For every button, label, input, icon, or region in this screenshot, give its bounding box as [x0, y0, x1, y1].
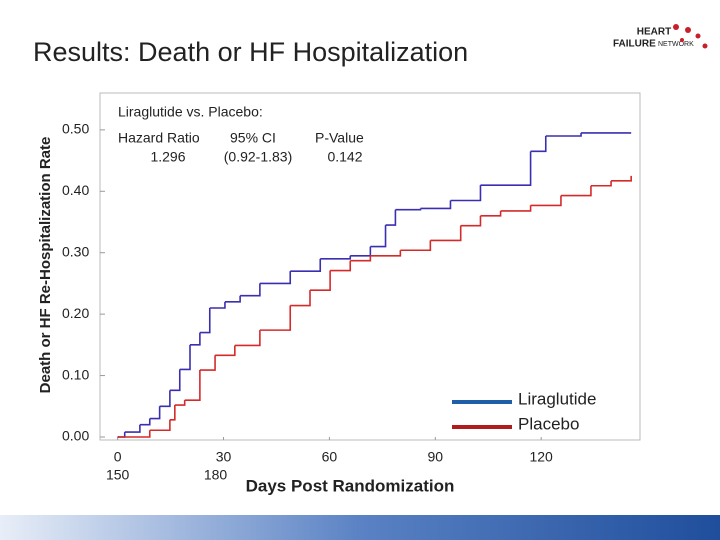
step-segment — [259, 305, 292, 331]
footer-bar — [0, 515, 720, 540]
y-tick-label: 0.20 — [62, 305, 89, 321]
step-segment — [190, 332, 201, 346]
step-segment — [199, 355, 216, 371]
step-segment — [124, 424, 141, 433]
step-segment — [199, 308, 211, 334]
step-segment — [350, 255, 372, 262]
step-segment — [209, 301, 226, 309]
y-axis-title: Death or HF Re-Hospitalization Rate — [37, 137, 54, 394]
legend-label: Placebo — [518, 414, 579, 433]
y-tick-label: 0.00 — [62, 428, 89, 444]
step-segment — [149, 419, 171, 432]
step-segment — [590, 180, 612, 187]
step-segment — [370, 250, 402, 257]
logo: HEART FAILURE NETWORK — [613, 24, 708, 50]
legend: Liraglutide Placebo — [452, 389, 596, 433]
step-segment — [224, 295, 241, 303]
step-segment — [395, 208, 422, 211]
step-segment — [159, 390, 171, 408]
step-segment — [234, 330, 261, 347]
step-segment — [179, 344, 191, 371]
x-extra-label: 150 — [106, 467, 130, 483]
annotation-heading: Liraglutide vs. Placebo: — [118, 104, 263, 120]
step-segment — [290, 258, 322, 272]
y-tick-label: 0.10 — [62, 366, 89, 382]
annotation-value: (0.92-1.83) — [224, 149, 292, 165]
step-segment — [169, 369, 181, 392]
x-tick-label: 30 — [216, 449, 232, 465]
annotation-value: 0.142 — [327, 149, 362, 165]
annotation-column: Hazard Ratio — [118, 130, 200, 146]
step-segment — [480, 151, 532, 186]
step-segment — [259, 271, 292, 285]
step-segment — [310, 270, 331, 291]
step-segment — [480, 210, 502, 217]
step-segment — [215, 345, 236, 357]
step-segment — [385, 209, 397, 226]
step-segment — [330, 260, 352, 272]
y-tick-label: 0.40 — [62, 182, 89, 198]
y-tick-label: 0.30 — [62, 243, 89, 259]
x-tick-label: 120 — [529, 449, 553, 465]
logo-text: NETWORK — [658, 41, 694, 48]
step-segment — [184, 370, 201, 401]
step-segment — [350, 246, 372, 257]
step-segment — [530, 195, 562, 207]
y-tick-label: 0.50 — [62, 121, 89, 137]
step-segment — [560, 185, 592, 197]
step-segment — [169, 405, 176, 421]
step-segment — [400, 240, 432, 252]
step-segment — [117, 430, 151, 438]
step-segment — [290, 290, 311, 307]
step-segment — [545, 132, 582, 137]
x-axis-title: Days Post Randomization — [246, 476, 455, 495]
step-segment — [420, 200, 452, 210]
x-tick-label: 0 — [114, 449, 122, 465]
step-segment — [240, 283, 261, 297]
logo-text: HEART — [637, 27, 671, 38]
step-segment — [174, 400, 186, 406]
x-extra-label: 180 — [204, 467, 228, 483]
step-segment — [430, 225, 462, 242]
step-segment — [149, 406, 161, 420]
slide-title: Results: Death or HF Hospitalization — [33, 37, 468, 67]
step-segment — [450, 185, 482, 202]
x-tick-label: 60 — [322, 449, 338, 465]
logo-text: FAILURE — [613, 39, 656, 50]
step-segment — [460, 215, 482, 227]
step-segment — [139, 418, 151, 426]
step-segment — [611, 175, 632, 182]
legend-label: Liraglutide — [518, 389, 596, 408]
step-segment — [370, 225, 387, 248]
annotation-value: 1.296 — [150, 149, 185, 165]
annotation-column: P-Value — [315, 130, 364, 146]
plot-frame — [99, 92, 641, 441]
step-segment — [500, 205, 532, 212]
step-segment — [530, 136, 547, 153]
annotation-column: 95% CI — [230, 130, 276, 146]
step-segment — [320, 255, 352, 260]
x-tick-label: 90 — [428, 449, 444, 465]
annotation: Liraglutide vs. Placebo: Hazard Ratio 95… — [118, 104, 364, 165]
